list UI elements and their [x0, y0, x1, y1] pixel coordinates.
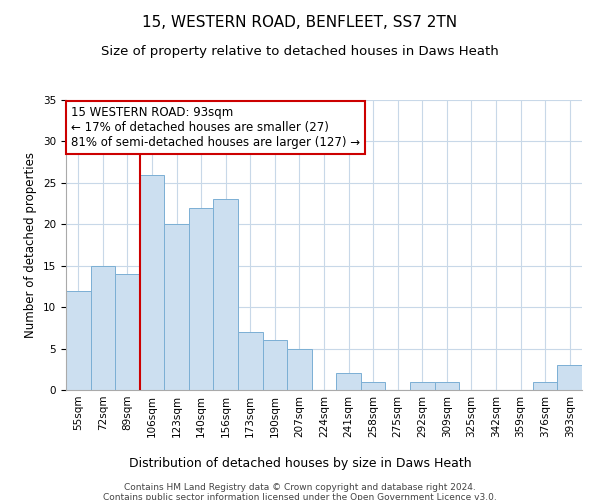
Bar	[361, 382, 385, 390]
Bar	[533, 382, 557, 390]
Bar	[557, 365, 582, 390]
Bar	[140, 174, 164, 390]
Bar	[434, 382, 459, 390]
Bar	[189, 208, 214, 390]
Bar	[263, 340, 287, 390]
Bar	[214, 200, 238, 390]
Text: Size of property relative to detached houses in Daws Heath: Size of property relative to detached ho…	[101, 45, 499, 58]
Y-axis label: Number of detached properties: Number of detached properties	[25, 152, 37, 338]
Bar	[336, 374, 361, 390]
Bar	[287, 348, 312, 390]
Text: Contains HM Land Registry data © Crown copyright and database right 2024.: Contains HM Land Registry data © Crown c…	[124, 482, 476, 492]
Bar	[66, 290, 91, 390]
Bar	[115, 274, 140, 390]
Bar	[410, 382, 434, 390]
Bar	[238, 332, 263, 390]
Text: 15 WESTERN ROAD: 93sqm
← 17% of detached houses are smaller (27)
81% of semi-det: 15 WESTERN ROAD: 93sqm ← 17% of detached…	[71, 106, 360, 149]
Text: Contains public sector information licensed under the Open Government Licence v3: Contains public sector information licen…	[103, 492, 497, 500]
Text: Distribution of detached houses by size in Daws Heath: Distribution of detached houses by size …	[128, 458, 472, 470]
Bar	[164, 224, 189, 390]
Bar	[91, 266, 115, 390]
Text: 15, WESTERN ROAD, BENFLEET, SS7 2TN: 15, WESTERN ROAD, BENFLEET, SS7 2TN	[142, 15, 458, 30]
